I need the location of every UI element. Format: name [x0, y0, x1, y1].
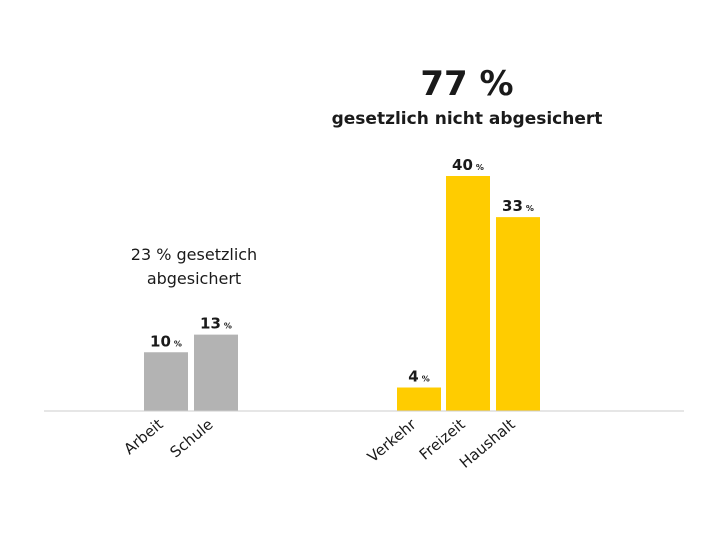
x-tick-label-haushalt: Haushalt	[456, 415, 519, 472]
chart-title: 77 %	[420, 64, 513, 104]
chart-subtitle: gesetzlich nicht abgesichert	[332, 109, 603, 129]
x-tick-label-arbeit: Arbeit	[120, 415, 166, 458]
bar-arbeit	[144, 352, 188, 411]
group-note-line-2: abgesichert	[147, 269, 241, 288]
bar-schule	[194, 334, 238, 411]
data-label-haushalt: 33%	[502, 197, 534, 215]
data-label-freizeit: 40%	[452, 156, 484, 174]
data-label-verkehr: 4%	[408, 368, 429, 386]
data-label-arbeit: 10%	[150, 332, 182, 350]
x-tick-label-verkehr: Verkehr	[364, 415, 420, 466]
bar-freizeit	[446, 176, 490, 411]
bar-verkehr	[397, 387, 441, 411]
group-note-line-1: 23 % gesetzlich	[131, 245, 257, 264]
data-label-schule: 13%	[200, 315, 232, 333]
x-tick-label-schule: Schule	[167, 415, 217, 461]
bar-haushalt	[496, 217, 540, 411]
